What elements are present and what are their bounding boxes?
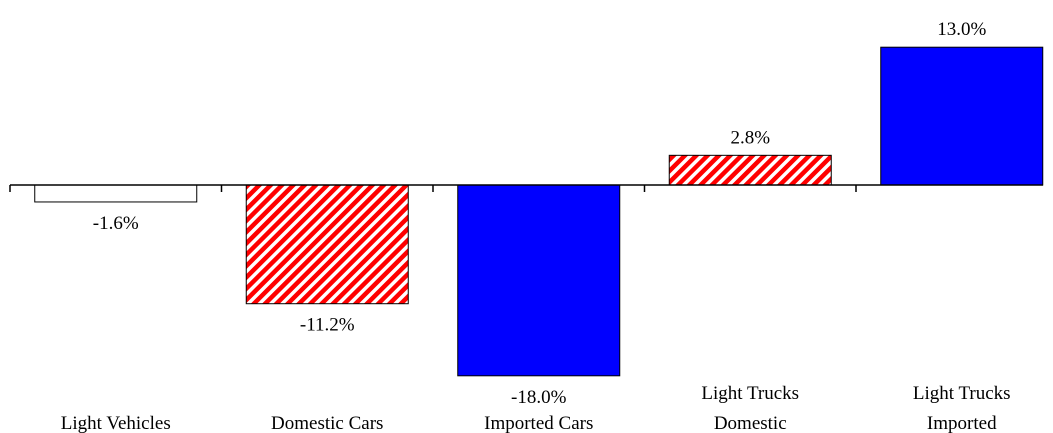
bar	[245, 184, 409, 305]
category-label: Light Vehicles	[61, 413, 171, 433]
category-label: Domestic	[714, 413, 787, 433]
data-label: -1.6%	[93, 213, 139, 234]
bar	[668, 154, 832, 186]
data-label: 13.0%	[937, 19, 986, 40]
bar	[34, 184, 198, 203]
data-label: -11.2%	[300, 315, 355, 336]
category-label: Imported Cars	[484, 413, 593, 433]
category-label: Light Trucks	[701, 383, 799, 404]
category-label: Domestic Cars	[271, 413, 383, 433]
data-label: -18.0%	[511, 387, 567, 408]
category-label: Imported	[927, 413, 997, 433]
data-label: 2.8%	[730, 127, 770, 148]
bar	[457, 184, 621, 377]
category-label: Light Trucks	[913, 383, 1011, 404]
bar	[880, 46, 1044, 186]
